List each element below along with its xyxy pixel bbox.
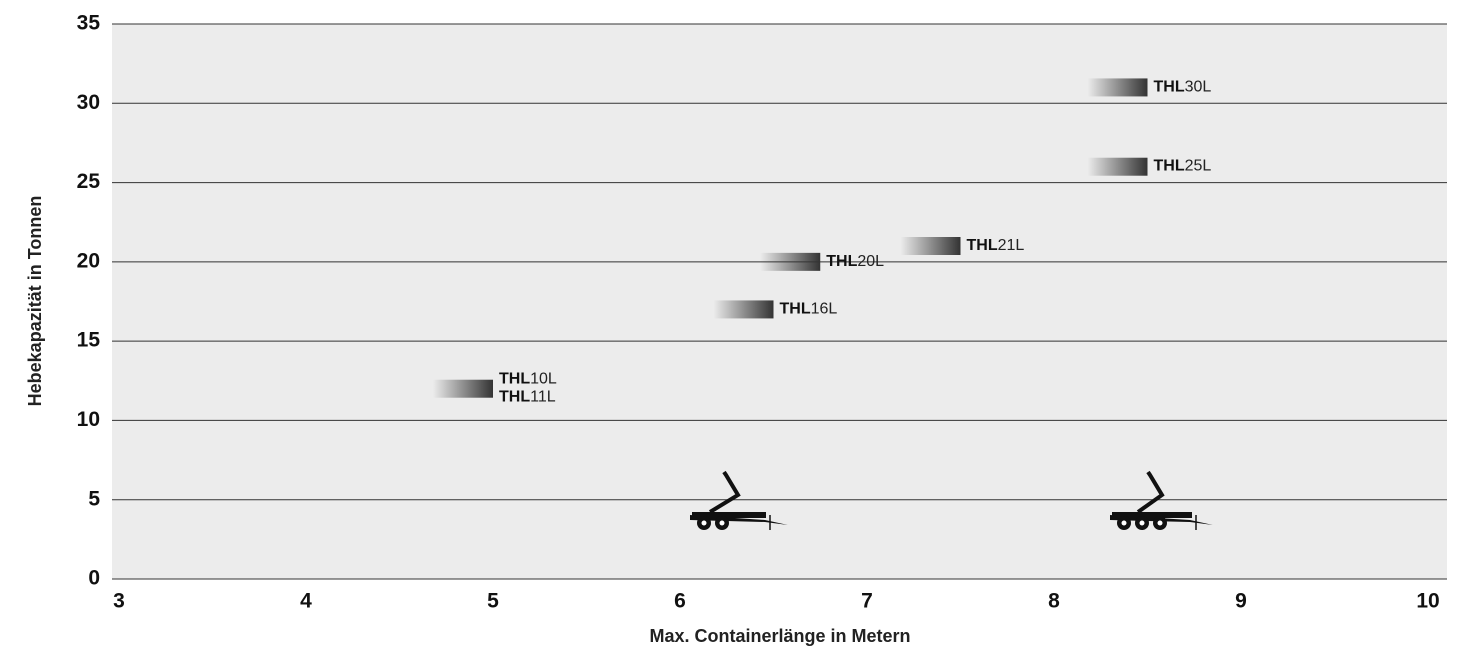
trailer-icon <box>1110 470 1213 530</box>
label-model: 11L <box>530 389 556 406</box>
x-axis-title: Max. Containerlänge in Metern <box>649 626 910 646</box>
y-tick-label: 30 <box>77 91 100 114</box>
label-model: 16L <box>811 301 838 318</box>
x-tick-label: 7 <box>861 590 873 613</box>
label-model: 20L <box>857 253 884 270</box>
trailer-icons <box>690 470 1213 530</box>
y-tick-label: 15 <box>77 329 101 352</box>
x-tick-label: 8 <box>1048 590 1060 613</box>
trailer-icon <box>690 470 788 530</box>
x-tick-label: 6 <box>674 590 686 613</box>
point-label: THL25L <box>1154 158 1212 175</box>
marker-bar <box>433 379 493 398</box>
label-model: 10L <box>530 371 557 388</box>
y-tick-label: 5 <box>88 487 100 510</box>
label-prefix: THL <box>499 389 530 406</box>
label-prefix: THL <box>967 237 998 254</box>
label-prefix: THL <box>780 301 811 318</box>
label-prefix: THL <box>1154 79 1185 96</box>
label-model: 30L <box>1185 79 1212 96</box>
label-model: 21L <box>998 237 1025 254</box>
y-tick-label: 25 <box>77 170 101 193</box>
y-tick-label: 10 <box>77 408 100 431</box>
label-model: 25L <box>1185 158 1212 175</box>
label-prefix: THL <box>826 253 857 270</box>
y-tick-label: 20 <box>77 249 100 272</box>
y-axis-title: Hebekapazität in Tonnen <box>25 196 45 407</box>
x-tick-label: 5 <box>487 590 499 613</box>
point-label: THL16L <box>780 301 838 318</box>
x-tick-label: 9 <box>1235 590 1247 613</box>
point-label: THL10L <box>499 371 557 388</box>
marker-bar <box>713 300 774 319</box>
marker-bar <box>1087 78 1148 97</box>
y-tick-label: 35 <box>77 12 101 35</box>
y-tick-label: 0 <box>88 567 100 590</box>
x-tick-label: 3 <box>113 590 125 613</box>
label-prefix: THL <box>499 371 530 388</box>
point-label: THL21L <box>967 237 1025 254</box>
plot-background <box>112 24 1447 579</box>
x-tick-label: 4 <box>300 590 312 613</box>
point-label: THL20L <box>826 253 884 270</box>
marker-bar <box>900 237 961 255</box>
marker-bar <box>760 252 821 271</box>
marker-bar <box>1087 157 1148 176</box>
point-label: THL30L <box>1154 79 1212 96</box>
point-label: THL11L <box>499 389 556 406</box>
label-prefix: THL <box>1154 158 1185 175</box>
x-tick-label: 10 <box>1416 590 1439 613</box>
